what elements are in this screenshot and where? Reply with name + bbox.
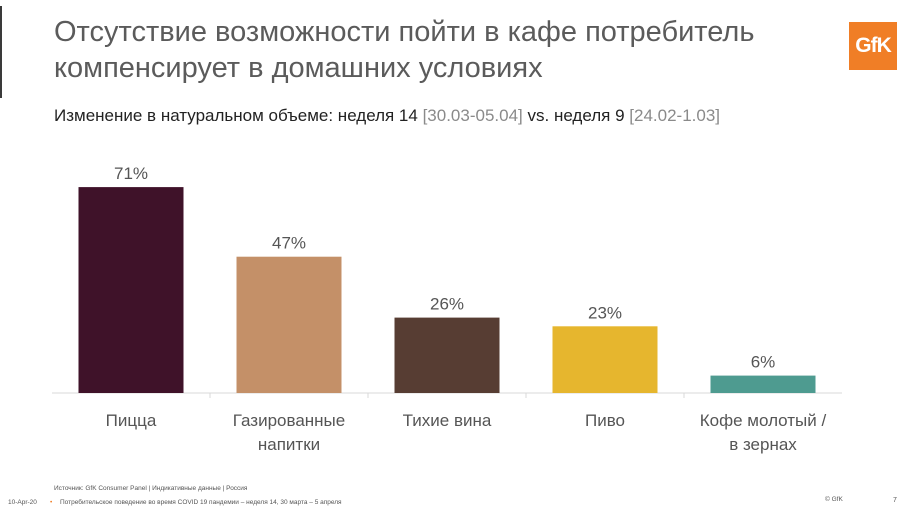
subtitle-part-1: Изменение в натуральном объеме: неделя 1… [54,106,423,125]
title-line-2: компенсирует в домашних условиях [54,52,543,84]
category-label: Тихие вина [403,411,492,430]
bar [552,326,658,393]
subtitle-part-3: vs. неделя 9 [522,106,630,125]
subtitle-period-2: [24.02-1.03] [629,106,721,125]
category-label: Пиво [585,411,625,430]
subtitle-period-1: [30.03-05.04] [422,106,523,125]
data-label: 47% [272,234,306,253]
bar [78,187,184,393]
category-label: Пицца [106,411,157,430]
data-label: 23% [588,303,622,322]
footer-copyright: © GfK [825,496,843,503]
bar [394,317,500,393]
bar [236,256,342,393]
chart-subtitle: Изменение в натуральном объеме: неделя 1… [54,106,720,126]
data-label: 6% [751,353,776,372]
left-accent-bar [0,6,2,98]
footer-bullet: • [50,499,53,506]
category-label: в зернах [729,435,797,454]
data-label: 26% [430,295,464,314]
footer-description: Потребительское поведение во время COVID… [60,499,342,506]
footer-source: Источник: GfK Consumer Panel | Индикатив… [54,485,248,492]
category-label: Газированные [233,411,345,430]
category-label: напитки [258,435,320,454]
category-label: Кофе молотый / [700,411,827,430]
page-number: 7 [893,497,897,504]
footer-date: 10-Apr-20 [8,499,37,506]
title-line-1: Отсутствие возможности пойти в кафе потр… [54,16,755,48]
gfk-logo: GfK [849,22,897,70]
page-title: Отсутствие возможности пойти в кафе потр… [54,14,834,86]
data-label: 71% [114,164,148,183]
bar [710,375,816,393]
